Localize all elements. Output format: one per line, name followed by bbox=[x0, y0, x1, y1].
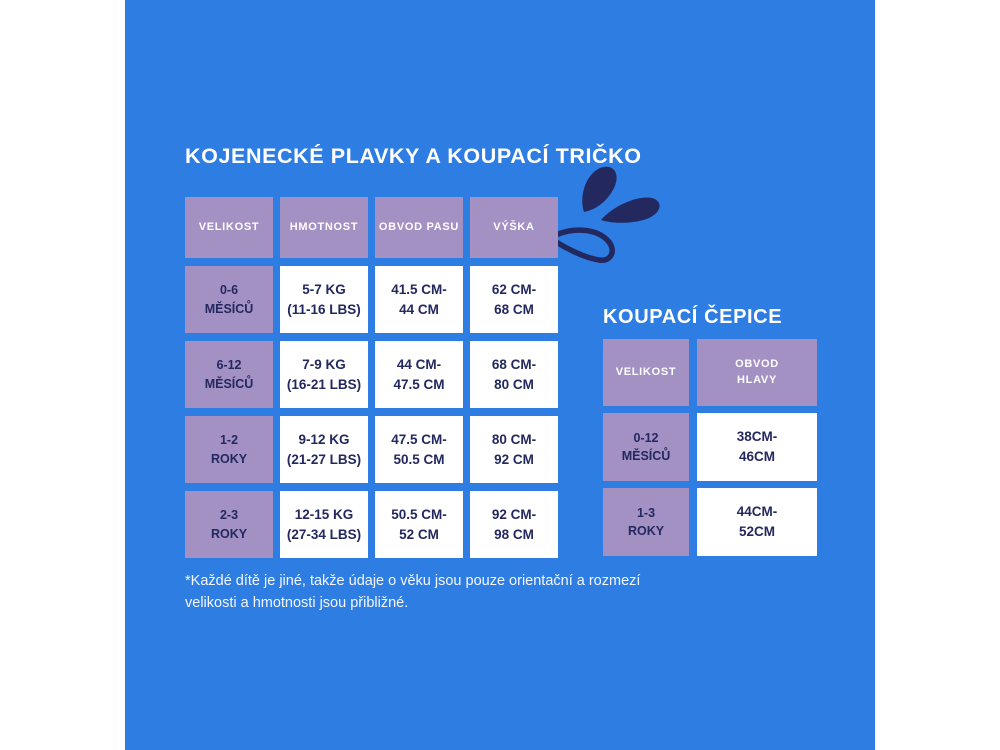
splash-icon bbox=[547, 166, 660, 263]
blue-panel: KOJENECKÉ PLAVKY A KOUPACÍ TRIČKO VELIKO… bbox=[125, 0, 875, 750]
swim-row4-weight-cell: 12-15 KG (27-34 LBS) bbox=[280, 491, 368, 558]
cap-size-table: VELIKOST OBVOD HLAVY 0-12 MĚSÍCŮ 38CM- 4… bbox=[603, 339, 817, 556]
swim-header-velikost: VELIKOST bbox=[185, 197, 273, 258]
swim-row2-height-cell: 68 CM- 80 CM bbox=[470, 341, 558, 408]
swim-row2-weight-cell: 7-9 KG (16-21 LBS) bbox=[280, 341, 368, 408]
swim-row4-waist-cell: 50.5 CM- 52 CM bbox=[375, 491, 463, 558]
footnote-text: *Každé dítě je jiné, takže údaje o věku … bbox=[185, 573, 641, 611]
cap-header-obvod-hlavy: OBVOD HLAVY bbox=[697, 339, 817, 406]
swim-header-vyska: VÝŠKA bbox=[470, 197, 558, 258]
swim-table-title: KOJENECKÉ PLAVKY A KOUPACÍ TRIČKO bbox=[185, 144, 642, 168]
cap-row1-head-cell: 38CM- 46CM bbox=[697, 413, 817, 481]
cap-row2-size-cell: 1-3 ROKY bbox=[603, 488, 689, 556]
swim-row2-waist-cell: 44 CM- 47.5 CM bbox=[375, 341, 463, 408]
swim-row1-size-cell: 0-6 MĚSÍCŮ bbox=[185, 266, 273, 333]
swim-row4-height-cell: 92 CM- 98 CM bbox=[470, 491, 558, 558]
cap-header-velikost: VELIKOST bbox=[603, 339, 689, 406]
cap-row1-size-cell: 0-12 MĚSÍCŮ bbox=[603, 413, 689, 481]
swim-row1-height-cell: 62 CM- 68 CM bbox=[470, 266, 558, 333]
cap-row2-head-cell: 44CM- 52CM bbox=[697, 488, 817, 556]
cap-table-title: KOUPACÍ ČEPICE bbox=[603, 306, 783, 328]
swim-row3-weight-cell: 9-12 KG (21-27 LBS) bbox=[280, 416, 368, 483]
swim-header-obvod-pasu: OBVOD PASU bbox=[375, 197, 463, 258]
swim-row3-height-cell: 80 CM- 92 CM bbox=[470, 416, 558, 483]
swim-row1-waist-cell: 41.5 CM- 44 CM bbox=[375, 266, 463, 333]
swim-row4-size-cell: 2-3 ROKY bbox=[185, 491, 273, 558]
swim-row3-waist-cell: 47.5 CM- 50.5 CM bbox=[375, 416, 463, 483]
swim-row1-weight-cell: 5-7 KG (11-16 LBS) bbox=[280, 266, 368, 333]
swim-row2-size-cell: 6-12 MĚSÍCŮ bbox=[185, 341, 273, 408]
swim-header-hmotnost: HMOTNOST bbox=[280, 197, 368, 258]
swim-row3-size-cell: 1-2 ROKY bbox=[185, 416, 273, 483]
swim-size-table: VELIKOST HMOTNOST OBVOD PASU VÝŠKA 0-6 M… bbox=[185, 197, 558, 558]
